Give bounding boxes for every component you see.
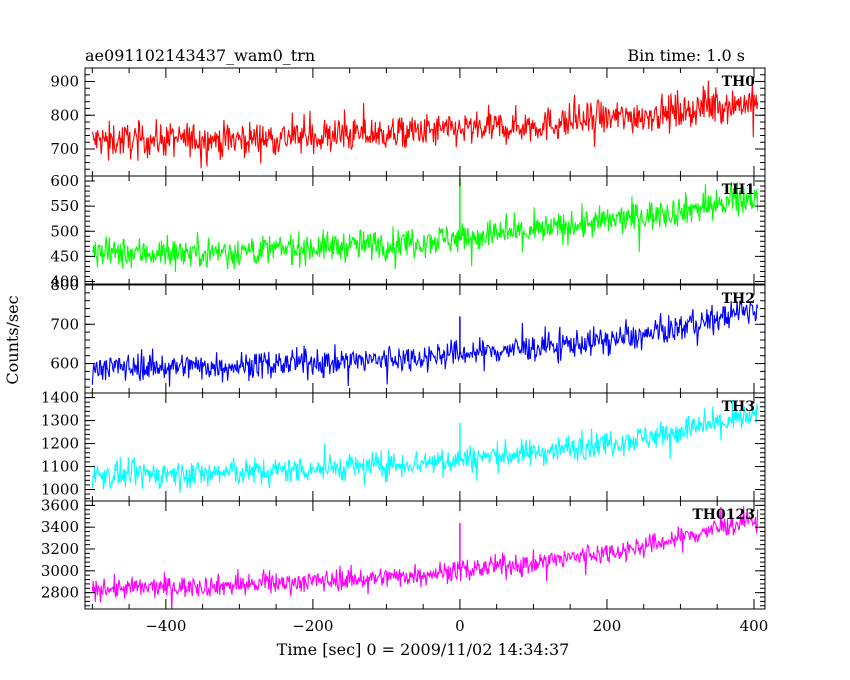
y-tick-label: 3000 xyxy=(41,562,79,580)
observation-title: ae091102143437_wam0_trn xyxy=(85,46,315,65)
panel-label-th3: TH3 xyxy=(722,399,755,415)
y-tick-label: 600 xyxy=(50,172,79,190)
y-tick-label: 800 xyxy=(50,106,79,124)
x-tick-label: 400 xyxy=(740,617,769,635)
y-tick-label: 1400 xyxy=(41,389,79,407)
panel-label-th0: TH0 xyxy=(722,74,756,90)
y-tick-label: 1300 xyxy=(41,412,79,430)
y-tick-label: 1100 xyxy=(41,458,79,476)
y-tick-label: 450 xyxy=(50,247,79,265)
series-line-th3 xyxy=(91,399,759,494)
x-tick-label: 0 xyxy=(455,617,465,635)
y-tick-label: 1000 xyxy=(41,481,79,499)
panel-th0123: 2800 3000 3200 3400 3600 TH0123 xyxy=(41,496,766,610)
y-tick-label: 900 xyxy=(50,73,79,91)
x-tick-label: −200 xyxy=(292,617,333,635)
y-tick-label: 3400 xyxy=(41,518,79,536)
y-tick-label: 500 xyxy=(50,222,79,240)
x-axis-label: Time [sec] 0 = 2009/11/02 14:34:37 xyxy=(277,640,570,659)
y-tick-label: 3600 xyxy=(41,496,79,514)
panel-frame xyxy=(84,284,766,394)
panel-th1: 400 450 500 550 600 TH1 xyxy=(50,172,766,290)
y-axis-label: Counts/sec xyxy=(3,295,22,384)
y-tick-label: 600 xyxy=(50,355,79,373)
panel-label-th0123: TH0123 xyxy=(692,507,755,523)
panel-frame xyxy=(84,500,766,610)
y-tick-label: 2800 xyxy=(41,584,79,602)
panel-label-th2: TH2 xyxy=(722,291,755,307)
y-tick-label: 550 xyxy=(50,197,79,215)
y-tick-label: 700 xyxy=(50,140,79,158)
x-tick-label: −400 xyxy=(145,617,186,635)
series-line-th0123 xyxy=(91,505,759,609)
y-tick-label: 3200 xyxy=(41,540,79,558)
panel-th0: 700 800 900 TH0 xyxy=(50,67,766,177)
series-line-th2 xyxy=(91,300,759,387)
bin-time-label: Bin time: 1.0 s xyxy=(627,46,745,65)
y-tick-label: 1200 xyxy=(41,435,79,453)
series-line-th1 xyxy=(91,182,759,273)
y-tick-label: 700 xyxy=(50,315,79,333)
panel-th2: 600 700 800 TH2 xyxy=(50,276,766,394)
panel-th3: 1000 1100 1200 1300 1400 TH3 xyxy=(41,389,766,502)
panel-label-th1: TH1 xyxy=(722,182,755,198)
panel-frame xyxy=(84,175,766,285)
series-line-th0 xyxy=(91,80,759,169)
x-tick-label: 200 xyxy=(593,617,622,635)
y-tick-label: 400 xyxy=(50,272,79,290)
y-tick-label: 800 xyxy=(50,276,79,294)
panels-group: 700 800 900 TH0 400 450 500 550 600 TH1 600 700 800 T… xyxy=(41,67,769,635)
